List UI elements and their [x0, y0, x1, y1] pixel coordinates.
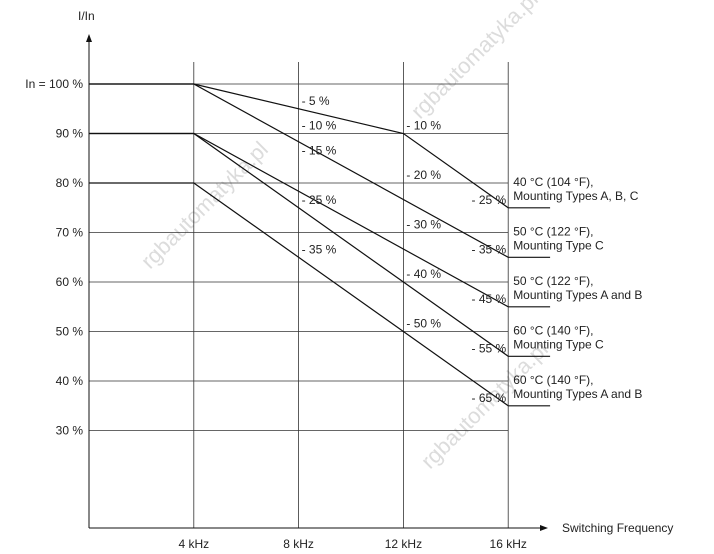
- annotations: - 5 % - 10 % - 15 % - 25 % - 35 % - 10 % - 20 …: [302, 94, 507, 405]
- percent-annotation: - 5 %: [302, 94, 330, 108]
- x-tick-label: 8 kHz: [283, 537, 314, 551]
- percent-annotation: - 30 %: [406, 218, 441, 232]
- series-line-3: [89, 132, 551, 308]
- y-tick-label: 60 %: [56, 275, 84, 289]
- percent-annotation: - 35 %: [472, 242, 507, 256]
- series-label-4: 60 °C (140 °F), Mounting Type C: [513, 323, 604, 351]
- x-tick-label: 16 kHz: [490, 537, 527, 551]
- percent-annotation: - 25 %: [472, 193, 507, 207]
- y-axis-arrow: [86, 34, 92, 42]
- y-tick-labels: In = 100 % 90 % 80 % 70 % 60 % 50 % 40 % 30 %: [25, 77, 83, 438]
- percent-annotation: - 25 %: [302, 193, 337, 207]
- y-tick-label: 50 %: [56, 325, 84, 339]
- percent-annotation: - 50 %: [406, 317, 441, 331]
- percent-annotation: - 10 %: [406, 119, 441, 133]
- y-axis-label: I/In: [78, 9, 95, 23]
- series-line-5: [89, 182, 551, 407]
- percent-annotation: - 10 %: [302, 119, 337, 133]
- x-tick-label: 4 kHz: [178, 537, 209, 551]
- y-tick-label: 40 %: [56, 374, 84, 388]
- series-label-1: 40 °C (104 °F), Mounting Types A, B, C: [513, 175, 639, 203]
- y-tick-label: 30 %: [56, 424, 84, 438]
- x-tick-label: 12 kHz: [385, 537, 422, 551]
- x-tick-labels: 4 kHz 8 kHz 12 kHz 16 kHz: [178, 537, 526, 551]
- y-tick-label: 90 %: [56, 127, 84, 141]
- y-tick-label: 70 %: [56, 226, 84, 240]
- percent-annotation: - 15 %: [302, 143, 337, 157]
- percent-annotation: - 20 %: [406, 168, 441, 182]
- series-label-5: 60 °C (140 °F), Mounting Types A and B: [513, 373, 642, 401]
- percent-annotation: - 35 %: [302, 242, 337, 256]
- y-tick-label: In = 100 %: [25, 77, 83, 91]
- series-label-2: 50 °C (122 °F), Mounting Type C: [513, 224, 604, 252]
- series-label-3: 50 °C (122 °F), Mounting Types A and B: [513, 274, 642, 302]
- x-axis-arrow: [540, 525, 548, 531]
- series-line-4: [89, 132, 551, 357]
- percent-annotation: - 55 %: [472, 341, 507, 355]
- series-line-2: [89, 83, 551, 258]
- series-labels: 40 °C (104 °F), Mounting Types A, B, C 50 …: [513, 175, 642, 401]
- percent-annotation: - 65 %: [472, 391, 507, 405]
- svg-text:rgbautomatyka.pl: rgbautomatyka.pl: [416, 337, 553, 474]
- x-axis-label: Switching Frequency: [562, 521, 673, 535]
- percent-annotation: - 40 %: [406, 267, 441, 281]
- y-tick-label: 80 %: [56, 176, 84, 190]
- svg-text:rgbautomatyka.pl: rgbautomatyka.pl: [136, 137, 273, 274]
- percent-annotation: - 45 %: [472, 292, 507, 306]
- svg-text:rgbautomatyka.pl: rgbautomatyka.pl: [406, 0, 543, 124]
- series-lines: [89, 83, 551, 407]
